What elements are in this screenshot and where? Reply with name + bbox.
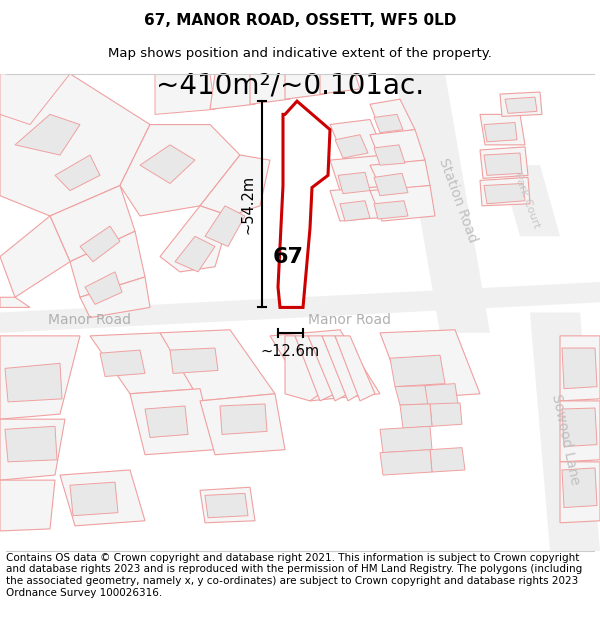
Polygon shape: [285, 336, 320, 401]
Polygon shape: [90, 333, 200, 394]
Polygon shape: [338, 173, 370, 194]
Polygon shape: [200, 488, 255, 522]
Polygon shape: [330, 186, 400, 221]
Text: ~410m²/~0.101ac.: ~410m²/~0.101ac.: [156, 72, 424, 100]
Polygon shape: [500, 165, 560, 236]
Polygon shape: [5, 363, 62, 402]
Polygon shape: [320, 74, 360, 94]
Polygon shape: [390, 355, 445, 387]
Polygon shape: [395, 74, 490, 333]
Polygon shape: [335, 336, 375, 401]
Polygon shape: [80, 277, 150, 318]
Polygon shape: [340, 201, 370, 221]
Polygon shape: [200, 155, 270, 216]
Polygon shape: [484, 122, 517, 142]
Text: Park Court: Park Court: [512, 172, 542, 230]
Polygon shape: [505, 97, 537, 113]
Polygon shape: [370, 186, 435, 221]
Polygon shape: [430, 403, 462, 426]
Polygon shape: [560, 462, 600, 522]
Polygon shape: [285, 74, 325, 99]
Polygon shape: [205, 206, 245, 246]
Polygon shape: [155, 74, 215, 114]
Polygon shape: [145, 406, 188, 437]
Polygon shape: [322, 336, 360, 401]
Polygon shape: [5, 426, 57, 462]
Polygon shape: [60, 470, 145, 526]
Polygon shape: [330, 155, 395, 191]
Polygon shape: [374, 173, 408, 196]
Polygon shape: [100, 350, 145, 376]
Polygon shape: [480, 177, 530, 206]
Polygon shape: [140, 145, 195, 184]
Polygon shape: [0, 480, 55, 531]
Text: 67, MANOR ROAD, OSSETT, WF5 0LD: 67, MANOR ROAD, OSSETT, WF5 0LD: [144, 13, 456, 28]
Polygon shape: [80, 226, 120, 262]
Polygon shape: [0, 74, 70, 124]
Text: 67: 67: [272, 247, 304, 267]
Polygon shape: [380, 426, 432, 452]
Polygon shape: [70, 482, 118, 516]
Polygon shape: [0, 282, 600, 333]
Polygon shape: [120, 124, 240, 216]
Text: ~12.6m: ~12.6m: [261, 344, 320, 359]
Polygon shape: [170, 348, 218, 374]
Polygon shape: [0, 419, 65, 480]
Polygon shape: [270, 330, 380, 401]
Polygon shape: [50, 186, 135, 262]
Polygon shape: [330, 119, 385, 160]
Polygon shape: [55, 155, 100, 191]
Polygon shape: [480, 114, 525, 145]
Polygon shape: [560, 401, 600, 462]
Polygon shape: [0, 216, 70, 298]
Polygon shape: [0, 298, 30, 308]
Polygon shape: [175, 236, 215, 272]
Polygon shape: [400, 404, 432, 428]
Polygon shape: [430, 448, 465, 472]
Polygon shape: [370, 99, 415, 135]
Polygon shape: [374, 145, 405, 165]
Text: Manor Road: Manor Road: [49, 312, 131, 327]
Polygon shape: [205, 493, 248, 518]
Polygon shape: [562, 348, 597, 389]
Polygon shape: [200, 394, 285, 455]
Polygon shape: [15, 114, 80, 155]
Text: Map shows position and indicative extent of the property.: Map shows position and indicative extent…: [108, 47, 492, 59]
Polygon shape: [530, 312, 600, 551]
Text: ~54.2m: ~54.2m: [241, 175, 256, 234]
Polygon shape: [0, 336, 80, 419]
Polygon shape: [480, 147, 528, 178]
Polygon shape: [130, 389, 215, 455]
Polygon shape: [85, 272, 122, 304]
Polygon shape: [0, 74, 150, 216]
Polygon shape: [220, 404, 267, 434]
Text: Contains OS data © Crown copyright and database right 2021. This information is : Contains OS data © Crown copyright and d…: [6, 552, 582, 598]
Text: Sowood Lane: Sowood Lane: [550, 392, 583, 486]
Text: Manor Road: Manor Road: [308, 312, 392, 327]
Polygon shape: [250, 74, 290, 104]
Polygon shape: [295, 336, 335, 401]
Polygon shape: [370, 129, 425, 165]
Polygon shape: [374, 201, 408, 219]
Polygon shape: [425, 384, 458, 406]
Text: Station Road: Station Road: [436, 157, 480, 245]
Polygon shape: [160, 330, 275, 401]
Polygon shape: [335, 135, 368, 158]
Polygon shape: [395, 386, 430, 405]
Polygon shape: [500, 92, 542, 116]
Polygon shape: [484, 153, 522, 176]
Polygon shape: [380, 330, 480, 399]
Polygon shape: [370, 160, 430, 191]
Polygon shape: [380, 449, 432, 475]
Polygon shape: [562, 408, 597, 447]
Polygon shape: [160, 206, 230, 272]
Polygon shape: [374, 114, 403, 132]
Polygon shape: [484, 184, 525, 204]
Polygon shape: [70, 231, 145, 298]
Polygon shape: [308, 336, 348, 401]
Polygon shape: [278, 101, 330, 308]
Polygon shape: [560, 336, 600, 401]
Polygon shape: [562, 468, 597, 508]
Polygon shape: [210, 74, 255, 109]
